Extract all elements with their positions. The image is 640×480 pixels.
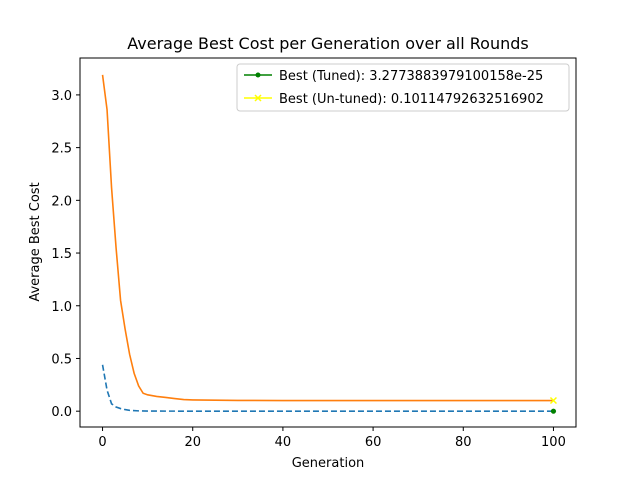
best-untuned-point <box>549 396 557 405</box>
axis-ticks: 0 20 40 60 80 100 0.0 0.5 1.0 1.5 2.0 2.5 3.0 <box>51 89 566 450</box>
y-tick-label: 2.5 <box>51 142 72 157</box>
best-tuned-point <box>550 408 557 414</box>
x-tick-label: 20 <box>184 435 201 450</box>
legend-marker-tuned <box>255 72 261 78</box>
y-tick-label: 0.0 <box>51 405 72 420</box>
y-tick-label: 1.5 <box>51 247 72 262</box>
y-tick-label: 3.0 <box>51 89 72 104</box>
legend-label-tuned: Best (Tuned): 3.2773883979100158e-25 <box>279 69 543 84</box>
legend: Best (Tuned): 3.2773883979100158e-25 Bes… <box>236 63 570 112</box>
chart-title: Average Best Cost per Generation over al… <box>127 34 528 53</box>
y-tick-label: 2.0 <box>51 194 72 209</box>
y-tick-label: 0.5 <box>51 352 72 367</box>
tuned-curve-line <box>101 364 554 412</box>
plot-area <box>79 57 577 428</box>
series-lines <box>101 74 557 414</box>
x-tick-label: 0 <box>98 435 106 450</box>
legend-marker-untuned <box>254 94 262 102</box>
legend-box <box>236 63 570 112</box>
x-tick-label: 60 <box>365 435 382 450</box>
y-axis-label: Average Best Cost <box>28 182 43 301</box>
axes-frame <box>79 57 577 428</box>
x-tick-label: 100 <box>541 435 566 450</box>
x-tick-label: 40 <box>275 435 292 450</box>
untuned-curve-line <box>101 74 554 402</box>
x-axis-label: Generation <box>292 456 365 471</box>
y-tick-label: 1.0 <box>51 300 72 315</box>
legend-label-untuned: Best (Un-tuned): 0.10114792632516902 <box>279 92 544 107</box>
x-tick-label: 80 <box>455 435 472 450</box>
